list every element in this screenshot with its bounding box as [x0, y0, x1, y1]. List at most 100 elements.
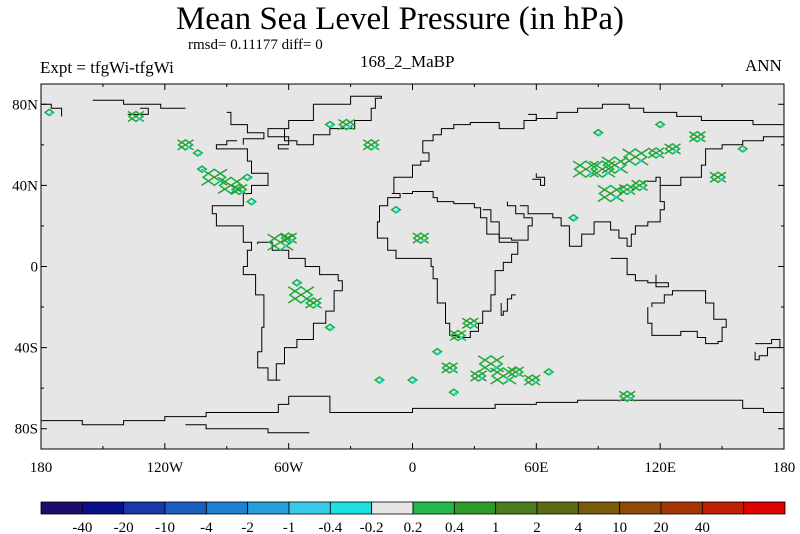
anomaly-marker — [477, 354, 505, 373]
anomaly-marker — [245, 197, 258, 206]
anomaly-marker — [449, 329, 467, 342]
colorbar-label: 1 — [492, 520, 500, 534]
anomaly-marker — [127, 110, 145, 123]
anomaly-marker — [196, 165, 208, 174]
anomaly-marker — [622, 148, 649, 166]
anomaly-marker — [324, 323, 336, 332]
colorbar-box — [371, 501, 414, 515]
coastline-segment — [754, 339, 781, 361]
colorbar-box — [205, 501, 249, 515]
x-tick-label: 120W — [146, 460, 184, 476]
coastline-segment — [643, 176, 661, 186]
anomaly-marker — [448, 388, 460, 397]
coastline-segment — [376, 191, 519, 338]
x-tick-label: 180 — [30, 460, 53, 476]
colorbar-label: -40 — [72, 520, 92, 534]
anomaly-marker — [618, 390, 636, 403]
anomaly-marker — [43, 108, 55, 117]
anomaly-marker — [373, 376, 386, 385]
coastline-segment — [482, 201, 533, 241]
coastline-segment — [610, 257, 669, 288]
colorbar-label: 20 — [654, 520, 669, 534]
run-label: 168_2_MaBP — [360, 52, 455, 71]
anomaly-marker — [431, 347, 443, 356]
coastline-segment — [288, 395, 785, 417]
season-label: ANN — [745, 56, 782, 75]
anomaly-marker — [362, 138, 380, 151]
anomaly-marker — [567, 213, 580, 222]
colorbar-label: 2 — [533, 520, 541, 534]
colorbar-label: -0.2 — [360, 520, 384, 534]
colorbar-box — [81, 501, 125, 515]
coastline-segment — [41, 396, 290, 426]
anomaly-marker — [592, 128, 604, 137]
colorbar-label: -4 — [200, 520, 213, 534]
anomaly-marker — [461, 317, 479, 330]
colorbar-label: -0.4 — [318, 520, 342, 534]
anomaly-marker — [737, 144, 749, 153]
colorbar-label: -20 — [114, 520, 134, 534]
anomaly-layer — [43, 108, 749, 403]
x-tick-label: 60E — [524, 460, 548, 476]
y-tick-label: 40N — [12, 178, 38, 194]
anomaly-marker — [441, 361, 459, 374]
coastline-segment — [528, 113, 537, 121]
colorbar-label: -10 — [155, 520, 175, 534]
anomaly-marker — [543, 367, 555, 376]
colorbar-label: -2 — [241, 520, 254, 534]
colorbar-box — [660, 501, 703, 515]
coastline-segment — [500, 294, 516, 316]
anomaly-marker — [412, 232, 430, 245]
anomaly-marker — [305, 297, 322, 309]
anomaly-marker — [654, 120, 666, 129]
colorbar-box — [412, 501, 455, 515]
anomaly-marker — [390, 205, 402, 214]
anomaly-marker — [267, 233, 294, 252]
colorbar-label: 4 — [575, 520, 583, 534]
anomaly-marker — [291, 278, 303, 287]
colorbar-label: 40 — [695, 520, 710, 534]
colorbar-box — [619, 501, 662, 515]
anomaly-marker — [664, 142, 681, 155]
axis-layer: 180 120W 60W 0 60E 120E 180 80N 40N 0 40S 80S — [12, 84, 795, 476]
experiment-label: Expt = tfgWi-tfgWi — [40, 58, 174, 77]
anomaly-marker — [688, 130, 706, 143]
colorbar-label: 0.4 — [445, 520, 464, 534]
anomaly-marker — [631, 179, 648, 192]
anomaly-marker — [406, 376, 419, 385]
colorbar-box — [288, 501, 331, 515]
anomaly-marker — [177, 138, 194, 151]
colorbar-box — [329, 501, 373, 515]
y-tick-label: 40S — [15, 341, 38, 357]
coastline-segment — [92, 99, 186, 109]
anomaly-marker — [470, 370, 487, 382]
stats-text: rmsd= 0.11177 diff= 0 — [188, 37, 323, 53]
anomaly-marker — [324, 120, 336, 129]
colorbar-box — [164, 501, 207, 515]
anomaly-marker — [192, 148, 204, 157]
x-tick-label: 120E — [644, 460, 676, 476]
anomaly-marker — [241, 173, 253, 182]
colorbar-box — [701, 501, 745, 515]
coastline-segment — [391, 103, 784, 194]
map-background — [41, 84, 784, 449]
colorbar-box — [743, 501, 786, 515]
coastline-segment — [532, 173, 546, 186]
anomaly-marker — [507, 365, 525, 378]
anomaly-marker — [601, 156, 628, 175]
coastline-segment — [267, 95, 382, 150]
coastline-segment — [519, 132, 785, 247]
colorbar-box — [123, 501, 166, 515]
coastline-segment — [211, 140, 343, 381]
colorbar-label: 10 — [612, 520, 627, 534]
colorbar-box — [453, 501, 497, 515]
colorbar-label: -1 — [283, 520, 296, 534]
anomaly-marker — [523, 374, 541, 387]
x-tick-label: 60W — [274, 460, 304, 476]
anomaly-marker — [709, 171, 727, 184]
anomaly-marker — [280, 232, 298, 245]
x-tick-label: 180 — [773, 460, 796, 476]
anomaly-marker — [217, 176, 245, 195]
colorbar-box — [247, 501, 290, 515]
